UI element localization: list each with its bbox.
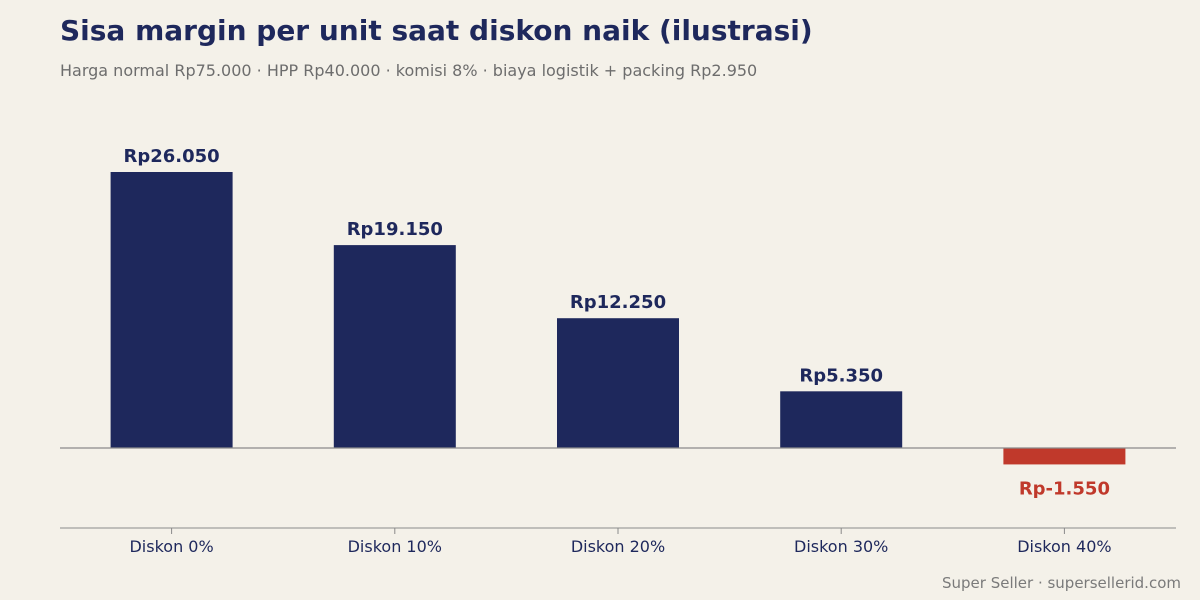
x-tick-label-2: Diskon 10% bbox=[348, 537, 442, 556]
chart-title: Sisa margin per unit saat diskon naik (i… bbox=[60, 14, 813, 47]
data-label-2: Rp19.150 bbox=[347, 219, 443, 240]
x-tick-label-5: Diskon 40% bbox=[1017, 537, 1111, 556]
bar-2 bbox=[333, 245, 456, 448]
x-axis-ticks: Diskon 0% Diskon 10% Diskon 20% Diskon 30% D… bbox=[129, 528, 1112, 556]
labels-layer: Rp26.050 Rp19.150 Rp12.250 Rp5.350 Rp-1.550 bbox=[123, 146, 1109, 499]
data-label-1: Rp26.050 bbox=[123, 146, 219, 167]
bar-3 bbox=[557, 318, 679, 448]
footer-credit: Super Seller · supersellerid.com bbox=[941, 574, 1181, 592]
bar-5 bbox=[1003, 448, 1126, 465]
data-label-5: Rp-1.550 bbox=[1019, 478, 1110, 499]
bar-4 bbox=[780, 391, 903, 448]
data-label-3: Rp12.250 bbox=[570, 292, 666, 313]
bar-1 bbox=[110, 172, 233, 448]
x-tick-label-4: Diskon 30% bbox=[794, 537, 888, 556]
x-tick-label-1: Diskon 0% bbox=[129, 537, 213, 556]
x-tick-label-3: Diskon 20% bbox=[571, 537, 665, 556]
bars-layer bbox=[110, 172, 1126, 465]
data-label-4: Rp5.350 bbox=[799, 365, 883, 386]
chart-subtitle: Harga normal Rp75.000 · HPP Rp40.000 · k… bbox=[60, 61, 758, 80]
